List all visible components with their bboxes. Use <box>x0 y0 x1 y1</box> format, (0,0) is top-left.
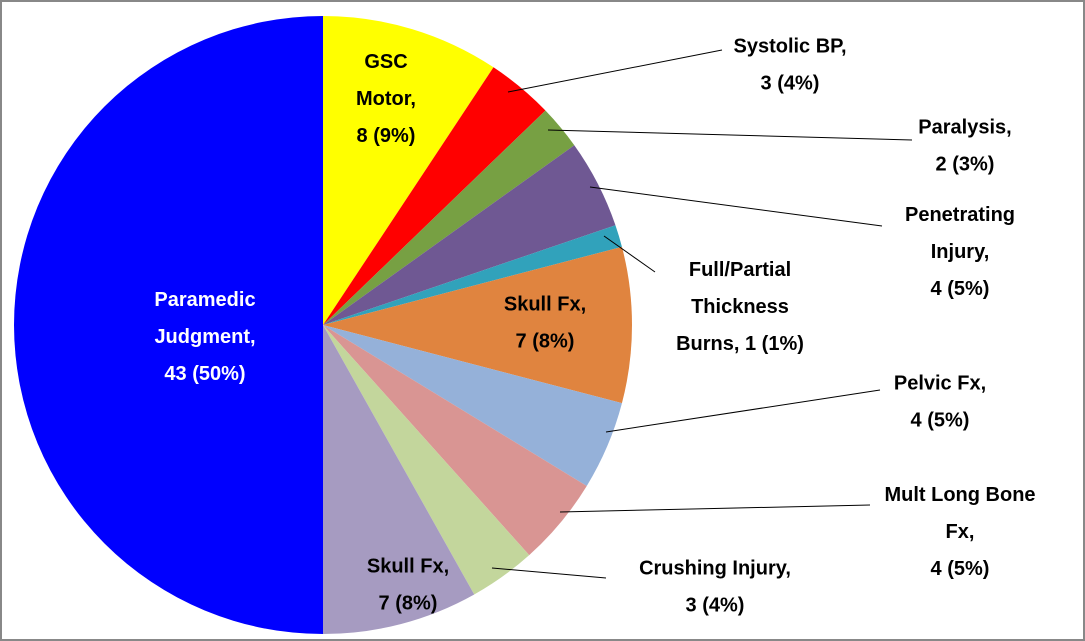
leader-line <box>605 389 881 433</box>
slice-label-line: 7 (8%) <box>516 331 575 353</box>
leader-line <box>559 504 871 513</box>
pie-slice <box>323 325 475 634</box>
pie-slice <box>323 325 587 556</box>
slice-label-line: Motor, <box>356 88 416 110</box>
leader-line <box>589 186 883 227</box>
slice-label-line: 7 (8%) <box>379 593 438 615</box>
slice-label-line: 4 (5%) <box>911 410 970 432</box>
slice-label-line: Mult Long Bone <box>884 484 1035 506</box>
pie-slice <box>14 16 323 634</box>
pie-slice <box>323 225 622 325</box>
slice-label-line: Paramedic <box>154 289 255 311</box>
slice-label-line: GSC <box>364 51 407 73</box>
slice-label: Penetrating Injury, 4 (5%) <box>905 204 1015 300</box>
pie-slice <box>323 110 575 326</box>
pie-slice <box>323 67 546 325</box>
slice-label-line: 4 (5%) <box>931 558 990 580</box>
pie-slice <box>323 325 622 486</box>
leader-line <box>491 567 607 579</box>
pie-slice <box>323 16 494 325</box>
slice-label-line: Skull Fx, <box>367 556 449 578</box>
leader-line <box>547 129 913 141</box>
slice-label-line: 2 (3%) <box>936 154 995 176</box>
pie-slice <box>323 145 616 325</box>
slice-label: Full/Partial Thickness Burns, 1 (1%) <box>676 259 804 355</box>
slice-label-line: Skull Fx, <box>504 294 586 316</box>
slice-label: Skull Fx, 7 (8%) <box>504 294 586 353</box>
slice-label-line: Injury, <box>931 241 990 263</box>
slice-label-line: 4 (5%) <box>931 278 990 300</box>
slice-label-line: 3 (4%) <box>761 73 820 95</box>
slice-label-line: Systolic BP, <box>733 36 846 58</box>
slice-label: Paralysis, 2 (3%) <box>918 117 1011 176</box>
slice-label-line: Thickness <box>691 296 789 318</box>
slice-label-line: Pelvic Fx, <box>894 373 986 395</box>
slice-label: GSC Motor, 8 (9%) <box>356 51 416 147</box>
pie-slice <box>323 325 530 595</box>
slice-label-line: 8 (9%) <box>357 125 416 147</box>
slice-label-line: 43 (50%) <box>164 363 245 385</box>
slice-label-line: Fx, <box>946 521 975 543</box>
leader-line <box>603 235 656 273</box>
pie-slice <box>323 246 632 404</box>
slice-label: Pelvic Fx, 4 (5%) <box>894 373 986 432</box>
slice-label-line: Judgment, <box>154 326 255 348</box>
leader-line <box>507 49 723 93</box>
slice-label-line: Burns, 1 (1%) <box>676 333 804 355</box>
slice-label-line: 3 (4%) <box>686 595 745 617</box>
slice-label: Mult Long Bone Fx, 4 (5%) <box>884 484 1035 580</box>
slice-label-line: Paralysis, <box>918 117 1011 139</box>
slice-label-line: Penetrating <box>905 204 1015 226</box>
slice-label: Paramedic Judgment, 43 (50%) <box>154 289 255 385</box>
slice-label: Skull Fx, 7 (8%) <box>367 556 449 615</box>
slice-label-line: Full/Partial <box>689 259 791 281</box>
slice-label: Systolic BP, 3 (4%) <box>733 36 846 95</box>
slice-label: Crushing Injury, 3 (4%) <box>639 558 791 617</box>
slice-label-line: Crushing Injury, <box>639 558 791 580</box>
